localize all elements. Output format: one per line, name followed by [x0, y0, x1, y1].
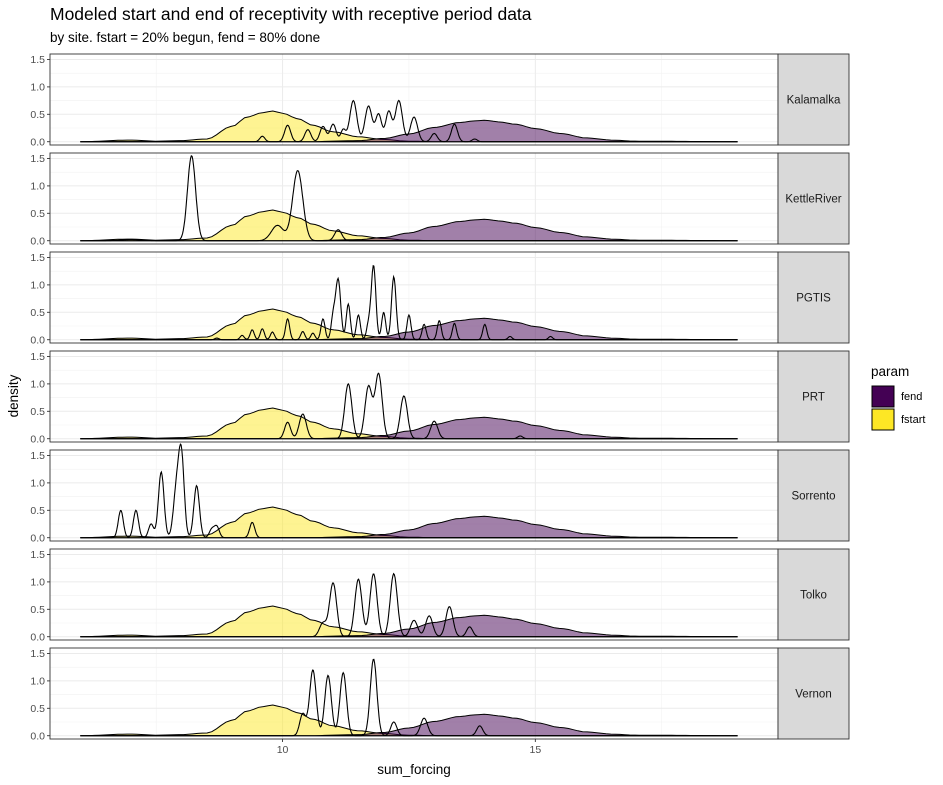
facet-strip-label: PGTIS: [796, 293, 831, 305]
y-tick-label: 0.0: [30, 235, 45, 247]
y-tick-label: 1.0: [30, 675, 45, 687]
facet-strip-label: Vernon: [795, 689, 831, 701]
y-tick-label: 1.0: [30, 81, 45, 93]
y-tick-label: 0.5: [30, 703, 45, 715]
facet-panel: 0.0 0.5 1.0 1.5 Sorrento: [30, 443, 850, 544]
observed-density-line: [80, 658, 738, 737]
y-tick-label: 1.0: [30, 180, 45, 192]
y-tick-label: 0.0: [30, 136, 45, 148]
observed-density-line: [80, 155, 738, 242]
x-tick-label: 10: [277, 744, 289, 756]
y-tick-label: 0.5: [30, 505, 45, 517]
y-tick-label: 1.5: [30, 450, 45, 462]
legend-label: fstart: [901, 414, 925, 426]
facet-panel: 0.0 0.5 1.0 1.5 Vernon: [30, 647, 850, 742]
legend: param fend fstart: [871, 364, 925, 431]
observed-density-line: [80, 572, 738, 638]
y-tick-label: 1.0: [30, 279, 45, 291]
facet-strip-label: Sorrento: [791, 491, 835, 503]
facet-panel: 0.0 0.5 1.0 1.5 KettleRiver: [30, 152, 850, 247]
legend-title: param: [871, 364, 909, 379]
y-tick-label: 0.0: [30, 334, 45, 346]
panel-background: [50, 153, 778, 244]
legend-key-fstart: [871, 408, 895, 431]
facet-panels: 0.0 0.5 1.0 1.5 Kalamalka 0.0 0.5 1.0 1.5 KettleR…: [30, 53, 850, 742]
observed-density-line: [80, 264, 738, 341]
y-tick-label: 1.5: [30, 54, 45, 66]
facet-strip: [777, 350, 850, 443]
facet-strip: [777, 53, 850, 146]
y-tick-label: 0.0: [30, 532, 45, 544]
panel-background: [50, 450, 778, 541]
facet-strip: [777, 548, 850, 641]
observed-density-line: [80, 443, 738, 539]
panel-background: [50, 351, 778, 442]
facet-strip: [777, 152, 850, 245]
panel-background: [50, 648, 778, 739]
chart-subtitle: by site. fstart = 20% begun, fend = 80% …: [50, 30, 321, 45]
y-tick-label: 1.5: [30, 351, 45, 363]
chart-title: Modeled start and end of receptivity wit…: [50, 4, 532, 24]
observed-density-line: [80, 99, 738, 143]
density-area-fend: [80, 515, 738, 539]
x-tick-label: 15: [529, 744, 541, 756]
facet-strip: [777, 647, 850, 740]
facet-strip-label: KettleRiver: [785, 194, 841, 206]
y-tick-label: 0.5: [30, 406, 45, 418]
y-tick-label: 0.5: [30, 208, 45, 220]
legend-key-fend: [871, 385, 895, 408]
facet-strip: [777, 449, 850, 542]
facet-panel: 0.0 0.5 1.0 1.5 PRT: [30, 350, 850, 445]
y-tick-label: 1.0: [30, 378, 45, 390]
y-tick-label: 0.5: [30, 604, 45, 616]
facet-panel: 0.0 0.5 1.0 1.5 PGTIS: [30, 251, 850, 346]
facet-strip-label: Tolko: [800, 590, 827, 602]
panel-background: [50, 252, 778, 343]
density-area-fend: [80, 218, 738, 242]
y-tick-label: 1.5: [30, 252, 45, 264]
legend-label: fend: [901, 391, 922, 403]
facet-panel: 0.0 0.5 1.0 1.5 Kalamalka: [30, 53, 850, 148]
y-tick-label: 1.0: [30, 576, 45, 588]
y-tick-label: 1.5: [30, 549, 45, 561]
y-tick-label: 0.5: [30, 109, 45, 121]
panel-background: [50, 54, 778, 145]
y-tick-label: 0.0: [30, 631, 45, 643]
y-tick-label: 0.0: [30, 730, 45, 742]
facet-panel: 0.0 0.5 1.0 1.5 Tolko: [30, 548, 850, 643]
facet-strip-label: Kalamalka: [787, 95, 841, 107]
y-tick-label: 0.0: [30, 433, 45, 445]
y-tick-label: 1.0: [30, 477, 45, 489]
facet-strip: [777, 251, 850, 344]
y-tick-label: 1.5: [30, 648, 45, 660]
observed-density-line: [80, 372, 738, 440]
y-tick-label: 1.5: [30, 153, 45, 165]
x-axis-title: sum_forcing: [377, 762, 451, 777]
x-axis: 10 15: [277, 739, 541, 756]
y-tick-label: 0.5: [30, 307, 45, 319]
facet-strip-label: PRT: [802, 392, 825, 404]
y-axis-title: density: [6, 374, 21, 417]
panel-background: [50, 549, 778, 640]
